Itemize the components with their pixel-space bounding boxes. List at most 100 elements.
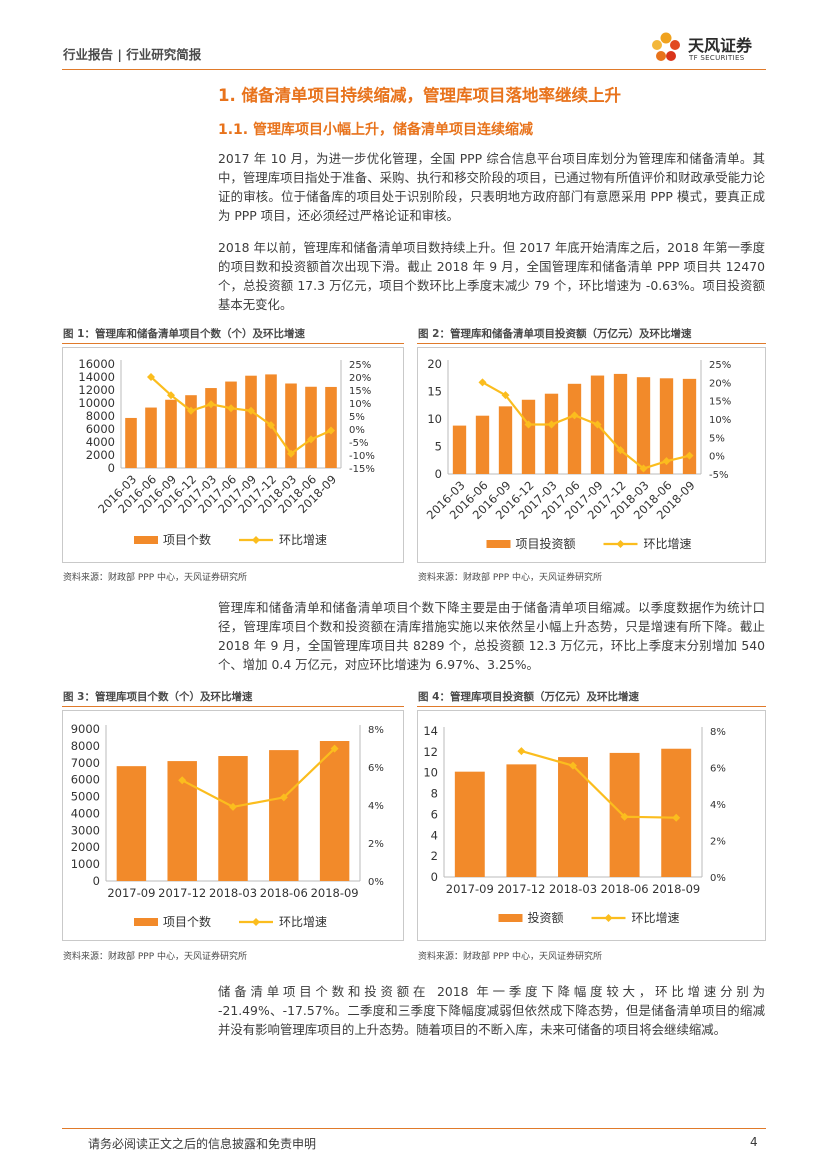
category-tick-label: 2018-09 [652, 882, 700, 896]
figure-1-title: 图 1：管理库和储备清单项目个数（个）及环比增速 [63, 328, 305, 340]
legend-label: 环比增速 [644, 537, 692, 551]
bar [165, 399, 177, 468]
series-line [181, 747, 336, 809]
left-axis-tick-label: 6 [431, 807, 438, 821]
left-axis-tick-label: 16000 [78, 357, 115, 371]
right-axis-tick-label: 8% [368, 725, 384, 736]
figure-2-source: 资料来源：财政部 PPP 中心，天风证券研究所 [418, 573, 603, 583]
left-axis-tick-label: 15 [427, 385, 442, 399]
left-axis-tick-label: 7000 [71, 756, 100, 770]
subsection-heading: 1.1. 管理库项目小幅上升，储备清单项目连续缩减 [218, 122, 533, 138]
series-line [521, 750, 677, 819]
bar [285, 383, 297, 468]
paragraph-2: 2018 年以前，管理库和储备清单项目数持续上升。但 2017 年底开始清库之后… [218, 240, 765, 312]
logo-name: 天风证券 [688, 36, 753, 55]
brand-logo: 天风证券 TF SECURITIES [648, 30, 766, 68]
bar [682, 378, 697, 474]
legend-swatch-marker [604, 914, 613, 922]
figure-2-title: 图 2：管理库和储备清单项目投资额（万亿元）及环比增速 [418, 328, 692, 340]
left-axis-tick-label: 1000 [71, 857, 100, 871]
legend-swatch-bar [134, 918, 158, 926]
line-point [639, 464, 648, 473]
left-axis-tick-label: 6000 [71, 773, 100, 787]
page-number: 4 [750, 1135, 758, 1149]
bar [319, 741, 350, 881]
line-point [593, 420, 602, 429]
legend-label: 环比增速 [632, 911, 680, 925]
line-point [178, 776, 187, 785]
left-axis-tick-label: 4000 [86, 435, 115, 449]
legend-label: 投资额 [528, 910, 564, 925]
left-axis-tick-label: 10000 [78, 396, 115, 410]
right-axis-tick-label: 4% [710, 800, 726, 811]
left-axis-tick-label: 12000 [78, 383, 115, 397]
left-axis-tick-label: 10 [427, 412, 442, 426]
figure-4-source: 资料来源：财政部 PPP 中心，天风证券研究所 [418, 952, 603, 962]
legend-swatch-marker [252, 918, 260, 926]
bar [661, 748, 692, 877]
figure-4-divider [417, 706, 766, 707]
bar [116, 766, 147, 881]
category-tick-label: 2017-09 [446, 882, 494, 896]
line-point [167, 391, 175, 400]
footer-divider [62, 1128, 766, 1129]
legend-label: 环比增速 [279, 915, 327, 929]
left-axis-tick-label: 2000 [71, 840, 100, 854]
bar [305, 386, 317, 468]
right-axis-tick-label: 5% [709, 433, 725, 444]
bar [145, 407, 157, 468]
bar [218, 756, 248, 881]
bar [225, 381, 237, 468]
left-axis-tick-label: 9000 [71, 722, 100, 736]
figure-4-box: 0 2 4 6 8 10 12 14 0% 2% 4% 6% 8% 2017-09 2017-12 2018-… [417, 710, 766, 941]
left-axis-tick-label: 5000 [71, 790, 100, 804]
category-tick-label: 2017-12 [497, 882, 545, 896]
legend-swatch-marker [616, 540, 625, 548]
left-axis-tick-label: 6000 [86, 422, 115, 436]
line-point [147, 373, 155, 381]
right-axis-tick-label: 0% [349, 425, 365, 436]
bar [521, 399, 536, 474]
bar [506, 764, 537, 877]
category-tick-label: 2017-09 [107, 886, 155, 900]
left-axis-tick-label: 0 [431, 870, 438, 884]
left-axis-tick-label: 0 [93, 874, 100, 888]
bar [205, 388, 217, 468]
right-axis-tick-label: 0% [710, 873, 726, 884]
right-axis-tick-label: 6% [710, 764, 726, 775]
right-axis-tick-label: 6% [368, 763, 384, 774]
figure-2-box: 0 5 10 15 20 -5% 0% 5% 10% 15% 20% 25% 2016-03 2016-0… [417, 347, 766, 563]
category-tick-label: 2018-06 [601, 882, 649, 896]
figure-3-chart: 0 1000 2000 3000 4000 5000 6000 7000 8000 9000 0% 2… [71, 722, 384, 929]
line-point [620, 812, 629, 821]
paragraph-4: 储备清单项目个数和投资额在 2018 年一季度下降幅度较大，环比增速分别为 -2… [218, 984, 765, 1037]
right-axis-tick-label: 0% [709, 452, 725, 463]
series-line [481, 381, 690, 470]
line-point [227, 404, 235, 413]
bar [613, 373, 628, 474]
figure-1-source: 资料来源：财政部 PPP 中心，天风证券研究所 [63, 573, 248, 583]
right-axis-tick-label: 20% [349, 373, 371, 384]
line-point [662, 457, 671, 466]
footer-disclaimer: 请务必阅读正文之后的信息披露和免责申明 [88, 1137, 317, 1151]
left-axis-tick-label: 10 [423, 766, 438, 780]
flower-logo-icon [652, 32, 680, 61]
right-axis-tick-label: 4% [368, 801, 384, 812]
right-axis-tick-label: 15% [349, 386, 371, 397]
left-axis-tick-label: 2 [431, 849, 438, 863]
figure-2-chart: 05101520-5%0%5%10%15%20%25%2016-032016-0… [424, 357, 731, 551]
section-heading: 1. 储备清单项目持续缩减，管理库项目落地率继续上升 [218, 86, 621, 105]
bar [544, 393, 559, 474]
line-point [570, 411, 579, 420]
bar [125, 417, 137, 468]
bar [269, 750, 299, 881]
bar [636, 377, 651, 474]
legend-swatch-bar [134, 536, 158, 544]
line-point [685, 451, 694, 460]
series-line [150, 376, 332, 456]
line-point [327, 426, 335, 435]
figure-1-box: 0 2000 4000 6000 8000 10000 12000 14000 16000 -15… [62, 347, 404, 563]
line-point [616, 446, 625, 455]
figure-4-title: 图 4：管理库项目投资额（万亿元）及环比增速 [418, 691, 639, 703]
left-axis-tick-label: 14 [423, 724, 438, 738]
